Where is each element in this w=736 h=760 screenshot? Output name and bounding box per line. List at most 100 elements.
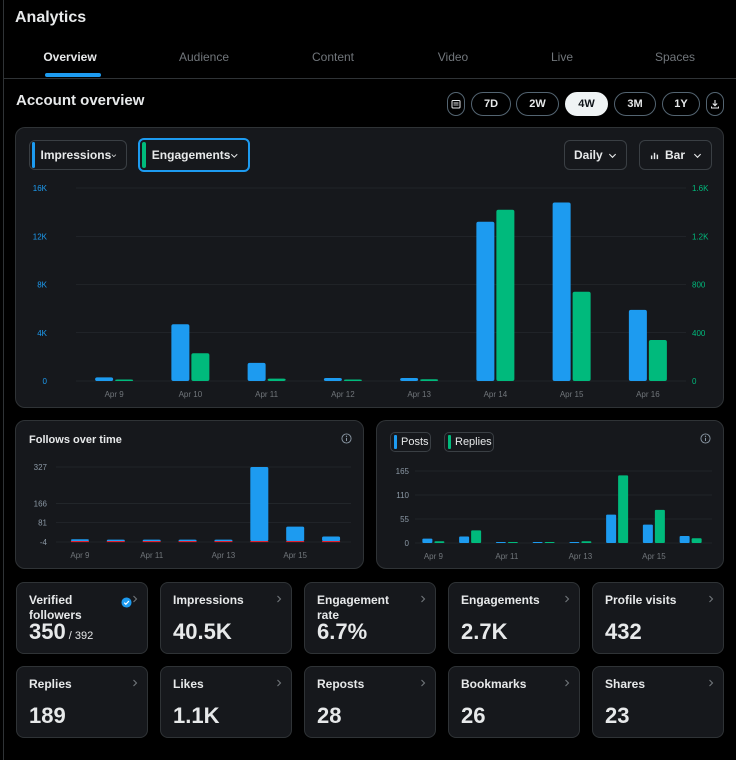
tab-audience[interactable]: Audience (178, 50, 230, 64)
replies-swatch (448, 435, 451, 449)
posts-bar (459, 536, 470, 543)
impressions-bar (95, 377, 114, 381)
x-axis-tick: Apr 9 (424, 552, 444, 561)
posts-bar (642, 524, 653, 543)
left-axis-tick: 12K (33, 232, 48, 241)
engagements-select[interactable]: Engagements (138, 138, 250, 172)
metric-label: Engagement rate (317, 593, 390, 622)
metric-label: Likes (173, 677, 204, 691)
y-axis-tick: 81 (38, 519, 47, 528)
metric-value: 26 (461, 703, 486, 728)
metric-likes[interactable]: Likes 1.1K (160, 666, 292, 738)
metric-profile-visits[interactable]: Profile visits 432 (592, 582, 724, 654)
posts-bar (679, 536, 690, 543)
follows-bar (214, 539, 233, 542)
chevron-down-icon (693, 153, 702, 158)
metric-value: 6.7% (317, 619, 368, 644)
impressions-select[interactable]: Impressions (29, 140, 127, 170)
download-button[interactable] (706, 92, 724, 116)
chevron-right-icon (277, 679, 282, 687)
verified-badge-icon (121, 597, 132, 608)
posts-bar (606, 514, 617, 543)
metric-label: Engagements (461, 593, 540, 607)
engagements-swatch (142, 142, 146, 168)
calendar-button[interactable] (447, 92, 465, 116)
replies-bar (507, 542, 518, 543)
chevron-right-icon (709, 595, 714, 603)
unfollows-bar (178, 541, 197, 543)
right-axis-tick: 1.2K (692, 232, 709, 241)
x-axis-tick: Apr 13 (407, 390, 431, 399)
x-axis-tick: Apr 9 (70, 551, 90, 560)
metric-reposts[interactable]: Reposts 28 (304, 666, 436, 738)
x-axis-tick: Apr 12 (331, 390, 355, 399)
info-icon[interactable] (341, 433, 352, 444)
y-axis-tick: 110 (396, 491, 409, 500)
metric-bookmarks[interactable]: Bookmarks 26 (448, 666, 580, 738)
replies-bar (654, 509, 665, 543)
follows-bar (106, 539, 125, 542)
range-2w[interactable]: 2W (516, 92, 559, 116)
left-axis-tick: 16K (33, 184, 48, 193)
range-3m[interactable]: 3M (614, 92, 656, 116)
metric-shares[interactable]: Shares 23 (592, 666, 724, 738)
metric-value: 28 (317, 703, 342, 728)
x-axis-tick: Apr 11 (495, 552, 519, 561)
follows-bar (178, 539, 197, 542)
chevron-right-icon (565, 595, 570, 603)
range-4w[interactable]: 4W (565, 92, 608, 116)
legend-replies-label: Replies (455, 436, 492, 448)
page-title: Analytics (15, 9, 87, 26)
follows-card: Follows over time 327 166 81 -4 Apr 9 Apr 11 A… (15, 420, 364, 569)
legend-posts[interactable]: Posts (390, 432, 431, 452)
impressions-bar (628, 309, 647, 381)
engagements-bar (343, 379, 362, 381)
chevron-right-icon (133, 679, 138, 687)
main-chart-card: Impressions Engagements Daily Bar 16K 12K… (15, 127, 724, 408)
interval-select[interactable]: Daily (564, 140, 627, 170)
metric-verified-followers[interactable]: Verified followers 350/ 392 (16, 582, 148, 654)
info-icon[interactable] (700, 433, 711, 444)
posts-bar (422, 538, 433, 543)
impressions-select-label: Impressions (40, 148, 112, 162)
tab-overview[interactable]: Overview (43, 50, 97, 64)
chevron-right-icon (709, 679, 714, 687)
metric-engagements[interactable]: Engagements 2.7K (448, 582, 580, 654)
x-axis-tick: Apr 14 (484, 390, 508, 399)
tab-spaces[interactable]: Spaces (654, 50, 696, 64)
metric-replies[interactable]: Replies 189 (16, 666, 148, 738)
follows-bar (142, 539, 161, 542)
engagements-bar (496, 209, 515, 381)
metric-label: Verified followers (29, 593, 82, 622)
unfollows-bar (250, 541, 269, 543)
chevron-right-icon (133, 595, 138, 603)
follows-bar (286, 526, 305, 542)
right-axis-tick: 800 (692, 281, 706, 290)
metric-engagement-rate[interactable]: Engagement rate 6.7% (304, 582, 436, 654)
tab-video[interactable]: Video (437, 50, 469, 64)
posts-bar (532, 542, 543, 543)
engagements-bar (648, 339, 667, 381)
right-axis-tick: 0 (692, 377, 697, 386)
metric-label: Replies (29, 677, 72, 691)
x-axis-tick: Apr 13 (212, 551, 236, 560)
posts-swatch (394, 435, 397, 449)
x-axis-tick: Apr 11 (140, 551, 164, 560)
range-1y[interactable]: 1Y (662, 92, 700, 116)
y-axis-tick: 166 (34, 499, 48, 508)
tab-live[interactable]: Live (550, 50, 574, 64)
tab-content[interactable]: Content (311, 50, 355, 64)
metric-value: 350 (29, 619, 66, 644)
metric-label: Reposts (317, 677, 365, 691)
left-axis-tick: 4K (37, 329, 47, 338)
legend-replies[interactable]: Replies (444, 432, 494, 452)
active-tab-indicator (45, 73, 101, 77)
section-title: Account overview (16, 92, 145, 109)
metric-impressions[interactable]: Impressions 40.5K (160, 582, 292, 654)
interval-select-label: Daily (574, 148, 603, 162)
metric-label: Bookmarks (461, 677, 527, 691)
follows-chart: 327 166 81 -4 Apr 9 Apr 11 Apr 13 Apr 15 (34, 463, 351, 560)
chart-type-select[interactable]: Bar (639, 140, 712, 170)
y-axis-tick: 55 (400, 515, 409, 524)
range-7d[interactable]: 7D (471, 92, 511, 116)
